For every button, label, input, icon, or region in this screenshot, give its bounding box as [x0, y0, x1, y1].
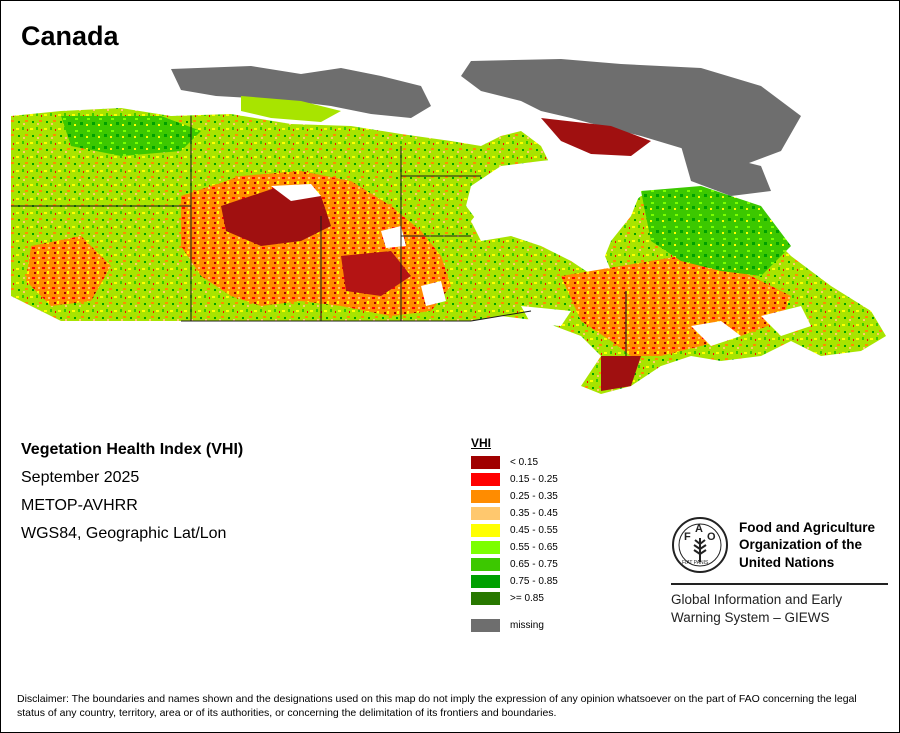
fao-name-line-3: United Nations — [739, 554, 835, 570]
legend-label: 0.15 - 0.25 — [510, 474, 558, 485]
legend-swatch — [471, 507, 500, 520]
legend-label: 0.35 - 0.45 — [510, 508, 558, 519]
svg-text:O: O — [707, 531, 716, 543]
vhi-map — [11, 59, 886, 394]
map-info: Vegetation Health Index (VHI) September … — [21, 441, 243, 553]
legend-item: < 0.15 — [471, 454, 558, 471]
projection-name: WGS84, Geographic Lat/Lon — [21, 525, 227, 542]
giews-name: Global Information and Early Warning Sys… — [671, 591, 888, 627]
svg-text:A: A — [695, 523, 703, 535]
fao-name-line-1: Food and Agriculture — [739, 519, 875, 535]
country-title: Canada — [21, 21, 119, 51]
legend-item-missing: missing — [471, 617, 558, 634]
legend-label: 0.55 - 0.65 — [510, 542, 558, 553]
legend-label-missing: missing — [510, 620, 544, 631]
legend-swatch — [471, 592, 500, 605]
legend-swatch-missing — [471, 619, 500, 632]
sensor-name: METOP-AVHRR — [21, 497, 138, 514]
svg-text:F: F — [684, 531, 691, 543]
legend-label: >= 0.85 — [510, 593, 544, 604]
fao-branding: F A O FIAT PANIS Food and Agriculture Or… — [671, 516, 888, 627]
legend-swatch — [471, 541, 500, 554]
legend-item: 0.35 - 0.45 — [471, 505, 558, 522]
disclaimer-text: Disclaimer: The boundaries and names sho… — [17, 693, 857, 719]
legend-label: 0.75 - 0.85 — [510, 576, 558, 587]
vhi-legend: VHI < 0.15 0.15 - 0.25 0.25 - 0.35 0.35 - 0… — [471, 436, 558, 634]
province-borders — [11, 116, 627, 356]
legend-item: 0.15 - 0.25 — [471, 471, 558, 488]
giews-line-1: Global Information and Early — [671, 592, 843, 607]
legend-title: VHI — [471, 436, 492, 450]
legend-item: 0.45 - 0.55 — [471, 522, 558, 539]
legend-item: 0.55 - 0.65 — [471, 539, 558, 556]
map-date: September 2025 — [21, 469, 140, 486]
legend-item: >= 0.85 — [471, 590, 558, 607]
legend-label: 0.25 - 0.35 — [510, 491, 558, 502]
legend-label: 0.65 - 0.75 — [510, 559, 558, 570]
fao-name: Food and Agriculture Organization of the… — [739, 519, 875, 572]
legend-label: < 0.15 — [510, 457, 539, 468]
legend-item: 0.25 - 0.35 — [471, 488, 558, 505]
legend-item: 0.75 - 0.85 — [471, 573, 558, 590]
legend-swatch — [471, 558, 500, 571]
legend-item: 0.65 - 0.75 — [471, 556, 558, 573]
index-title: Vegetation Health Index (VHI) — [21, 441, 244, 458]
giews-line-2: Warning System – GIEWS — [671, 610, 830, 625]
fao-emblem-text: FIAT PANIS — [682, 560, 709, 566]
legend-swatch — [471, 473, 500, 486]
fao-name-line-2: Organization of the — [739, 537, 862, 553]
legend-swatch — [471, 456, 500, 469]
legend-swatch — [471, 575, 500, 588]
legend-swatch — [471, 524, 500, 537]
arctic-islands — [171, 66, 431, 118]
fao-emblem-icon: F A O FIAT PANIS — [672, 517, 728, 573]
legend-swatch — [471, 490, 500, 503]
fao-divider — [671, 583, 888, 585]
legend-label: 0.45 - 0.55 — [510, 525, 558, 536]
hudson-bay — [466, 156, 641, 266]
